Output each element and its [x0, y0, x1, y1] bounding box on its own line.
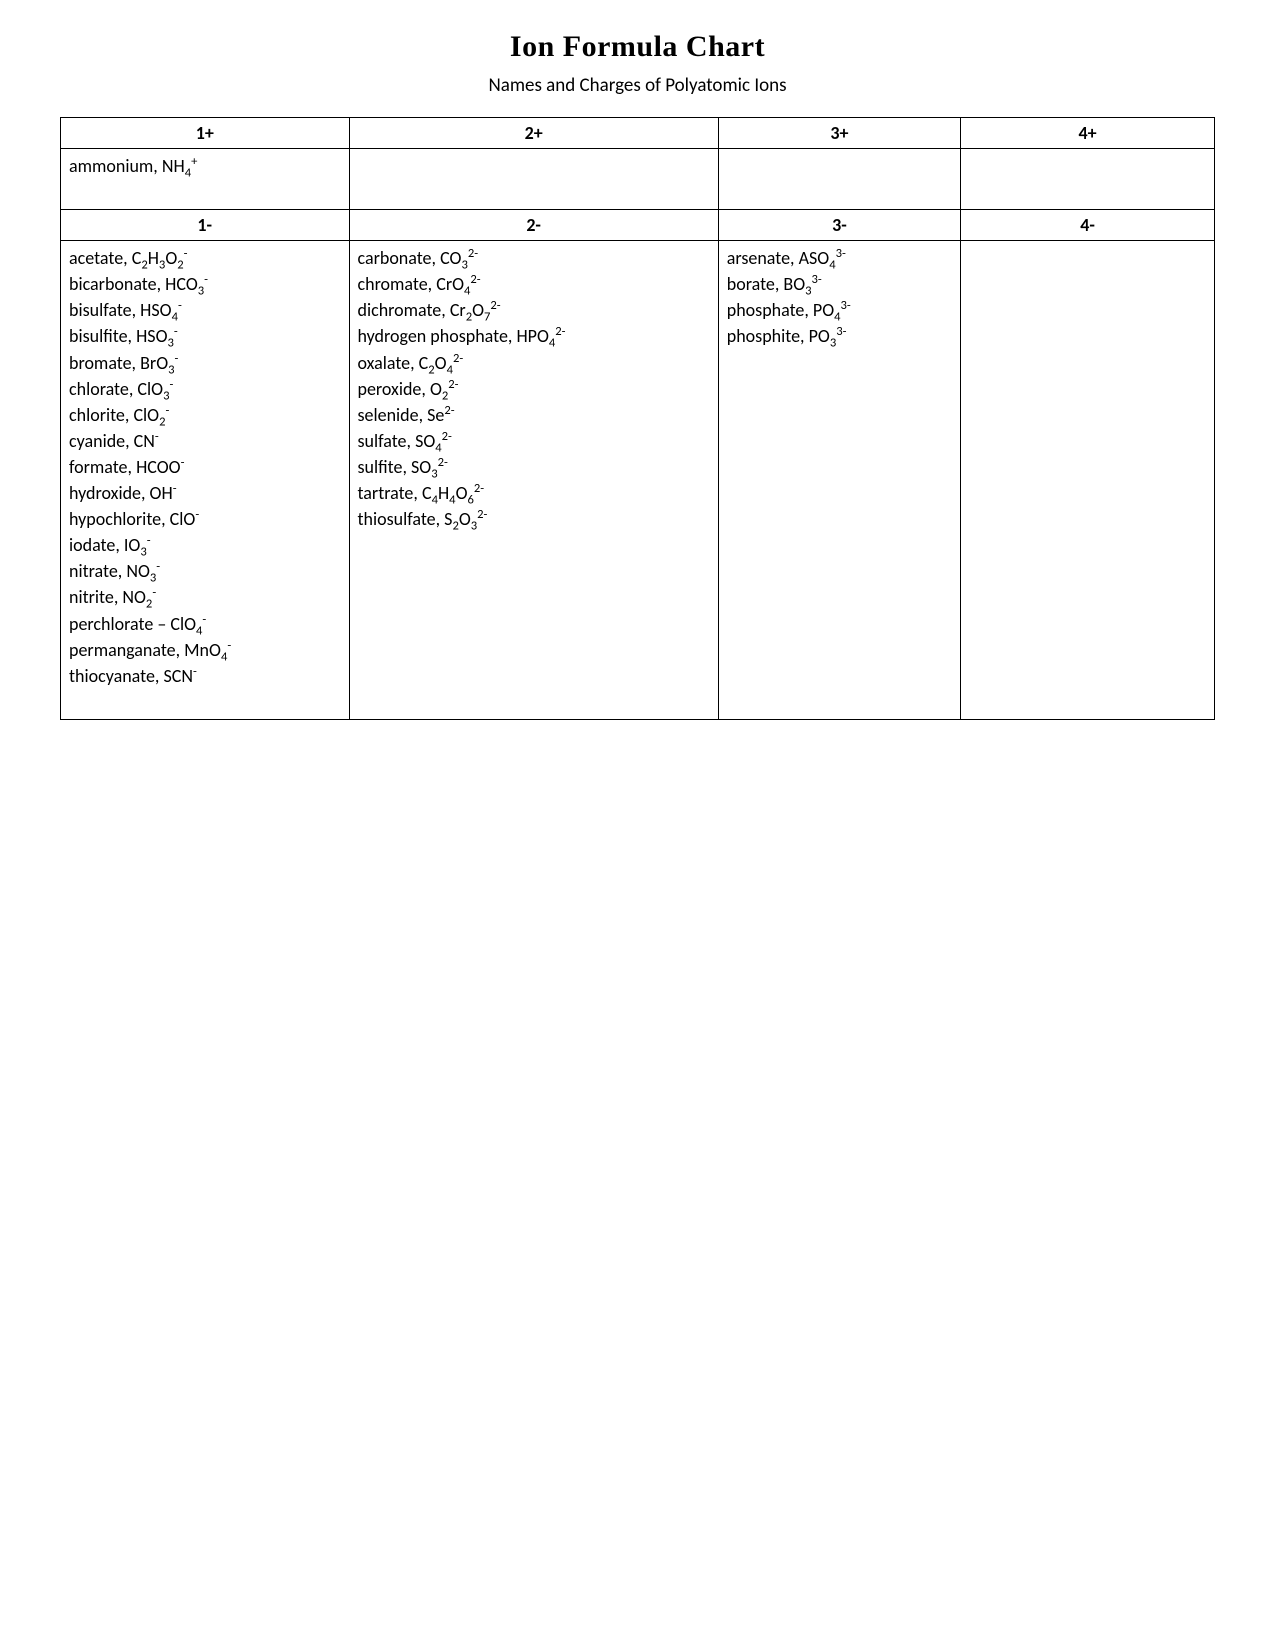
- anion-cell-4: [961, 241, 1215, 720]
- anion-cell-2: carbonate, CO32-chromate, CrO42-dichroma…: [349, 241, 718, 720]
- ion-entry: chlorate, ClO3-: [69, 376, 341, 402]
- header-1plus: 1+: [61, 118, 350, 149]
- ion-entry: oxalate, C2O42-: [358, 350, 710, 376]
- header-2plus: 2+: [349, 118, 718, 149]
- ion-table: 1+ 2+ 3+ 4+ ammonium, NH4+ 1- 2- 3- 4- a…: [60, 117, 1215, 720]
- ion-entry: nitrate, NO3-: [69, 558, 341, 584]
- ion-entry: permanganate, MnO4-: [69, 637, 341, 663]
- header-2minus: 2-: [349, 210, 718, 241]
- ion-entry: chromate, CrO42-: [358, 271, 710, 297]
- cation-cell-4: [961, 149, 1215, 210]
- ion-entry: sulfate, SO42-: [358, 428, 710, 454]
- anion-cell-3: arsenate, ASO43-borate, BO33-phosphate, …: [718, 241, 960, 720]
- ion-entry: chlorite, ClO2-: [69, 402, 341, 428]
- ion-entry: hydrogen phosphate, HPO42-: [358, 323, 710, 349]
- ion-entry: dichromate, Cr2O72-: [358, 297, 710, 323]
- ion-entry: peroxide, O22-: [358, 376, 710, 402]
- ion-entry: phosphite, PO33-: [727, 323, 952, 349]
- cation-row: ammonium, NH4+: [61, 149, 1215, 210]
- page-title: Ion Formula Chart: [60, 30, 1215, 64]
- ion-entry: formate, HCOO-: [69, 454, 341, 480]
- ion-entry: perchlorate – ClO4-: [69, 611, 341, 637]
- header-4plus: 4+: [961, 118, 1215, 149]
- page-subtitle: Names and Charges of Polyatomic Ions: [60, 74, 1215, 97]
- cation-header-row: 1+ 2+ 3+ 4+: [61, 118, 1215, 149]
- ion-entry: iodate, IO3-: [69, 532, 341, 558]
- ion-entry: ammonium, NH4+: [69, 153, 341, 179]
- ion-entry: hypochlorite, ClO-: [69, 506, 341, 532]
- cation-cell-1: ammonium, NH4+: [61, 149, 350, 210]
- ion-entry: acetate, C2H3O2-: [69, 245, 341, 271]
- ion-entry: carbonate, CO32-: [358, 245, 710, 271]
- ion-entry: cyanide, CN-: [69, 428, 341, 454]
- ion-entry: phosphate, PO43-: [727, 297, 952, 323]
- ion-entry: thiosulfate, S2O32-: [358, 506, 710, 532]
- anion-cell-1: acetate, C2H3O2-bicarbonate, HCO3-bisulf…: [61, 241, 350, 720]
- ion-entry: nitrite, NO2-: [69, 584, 341, 610]
- header-3plus: 3+: [718, 118, 960, 149]
- anion-row: acetate, C2H3O2-bicarbonate, HCO3-bisulf…: [61, 241, 1215, 720]
- ion-entry: tartrate, C4H4O62-: [358, 480, 710, 506]
- ion-entry: borate, BO33-: [727, 271, 952, 297]
- ion-entry: bisulfate, HSO4-: [69, 297, 341, 323]
- header-4minus: 4-: [961, 210, 1215, 241]
- ion-entry: thiocyanate, SCN-: [69, 663, 341, 689]
- ion-entry: arsenate, ASO43-: [727, 245, 952, 271]
- ion-entry: selenide, Se2-: [358, 402, 710, 428]
- anion-header-row: 1- 2- 3- 4-: [61, 210, 1215, 241]
- ion-entry: bromate, BrO3-: [69, 350, 341, 376]
- ion-entry: bisulfite, HSO3-: [69, 323, 341, 349]
- ion-entry: sulfite, SO32-: [358, 454, 710, 480]
- ion-entry: bicarbonate, HCO3-: [69, 271, 341, 297]
- cation-cell-3: [718, 149, 960, 210]
- header-3minus: 3-: [718, 210, 960, 241]
- ion-entry: hydroxide, OH-: [69, 480, 341, 506]
- cation-cell-2: [349, 149, 718, 210]
- header-1minus: 1-: [61, 210, 350, 241]
